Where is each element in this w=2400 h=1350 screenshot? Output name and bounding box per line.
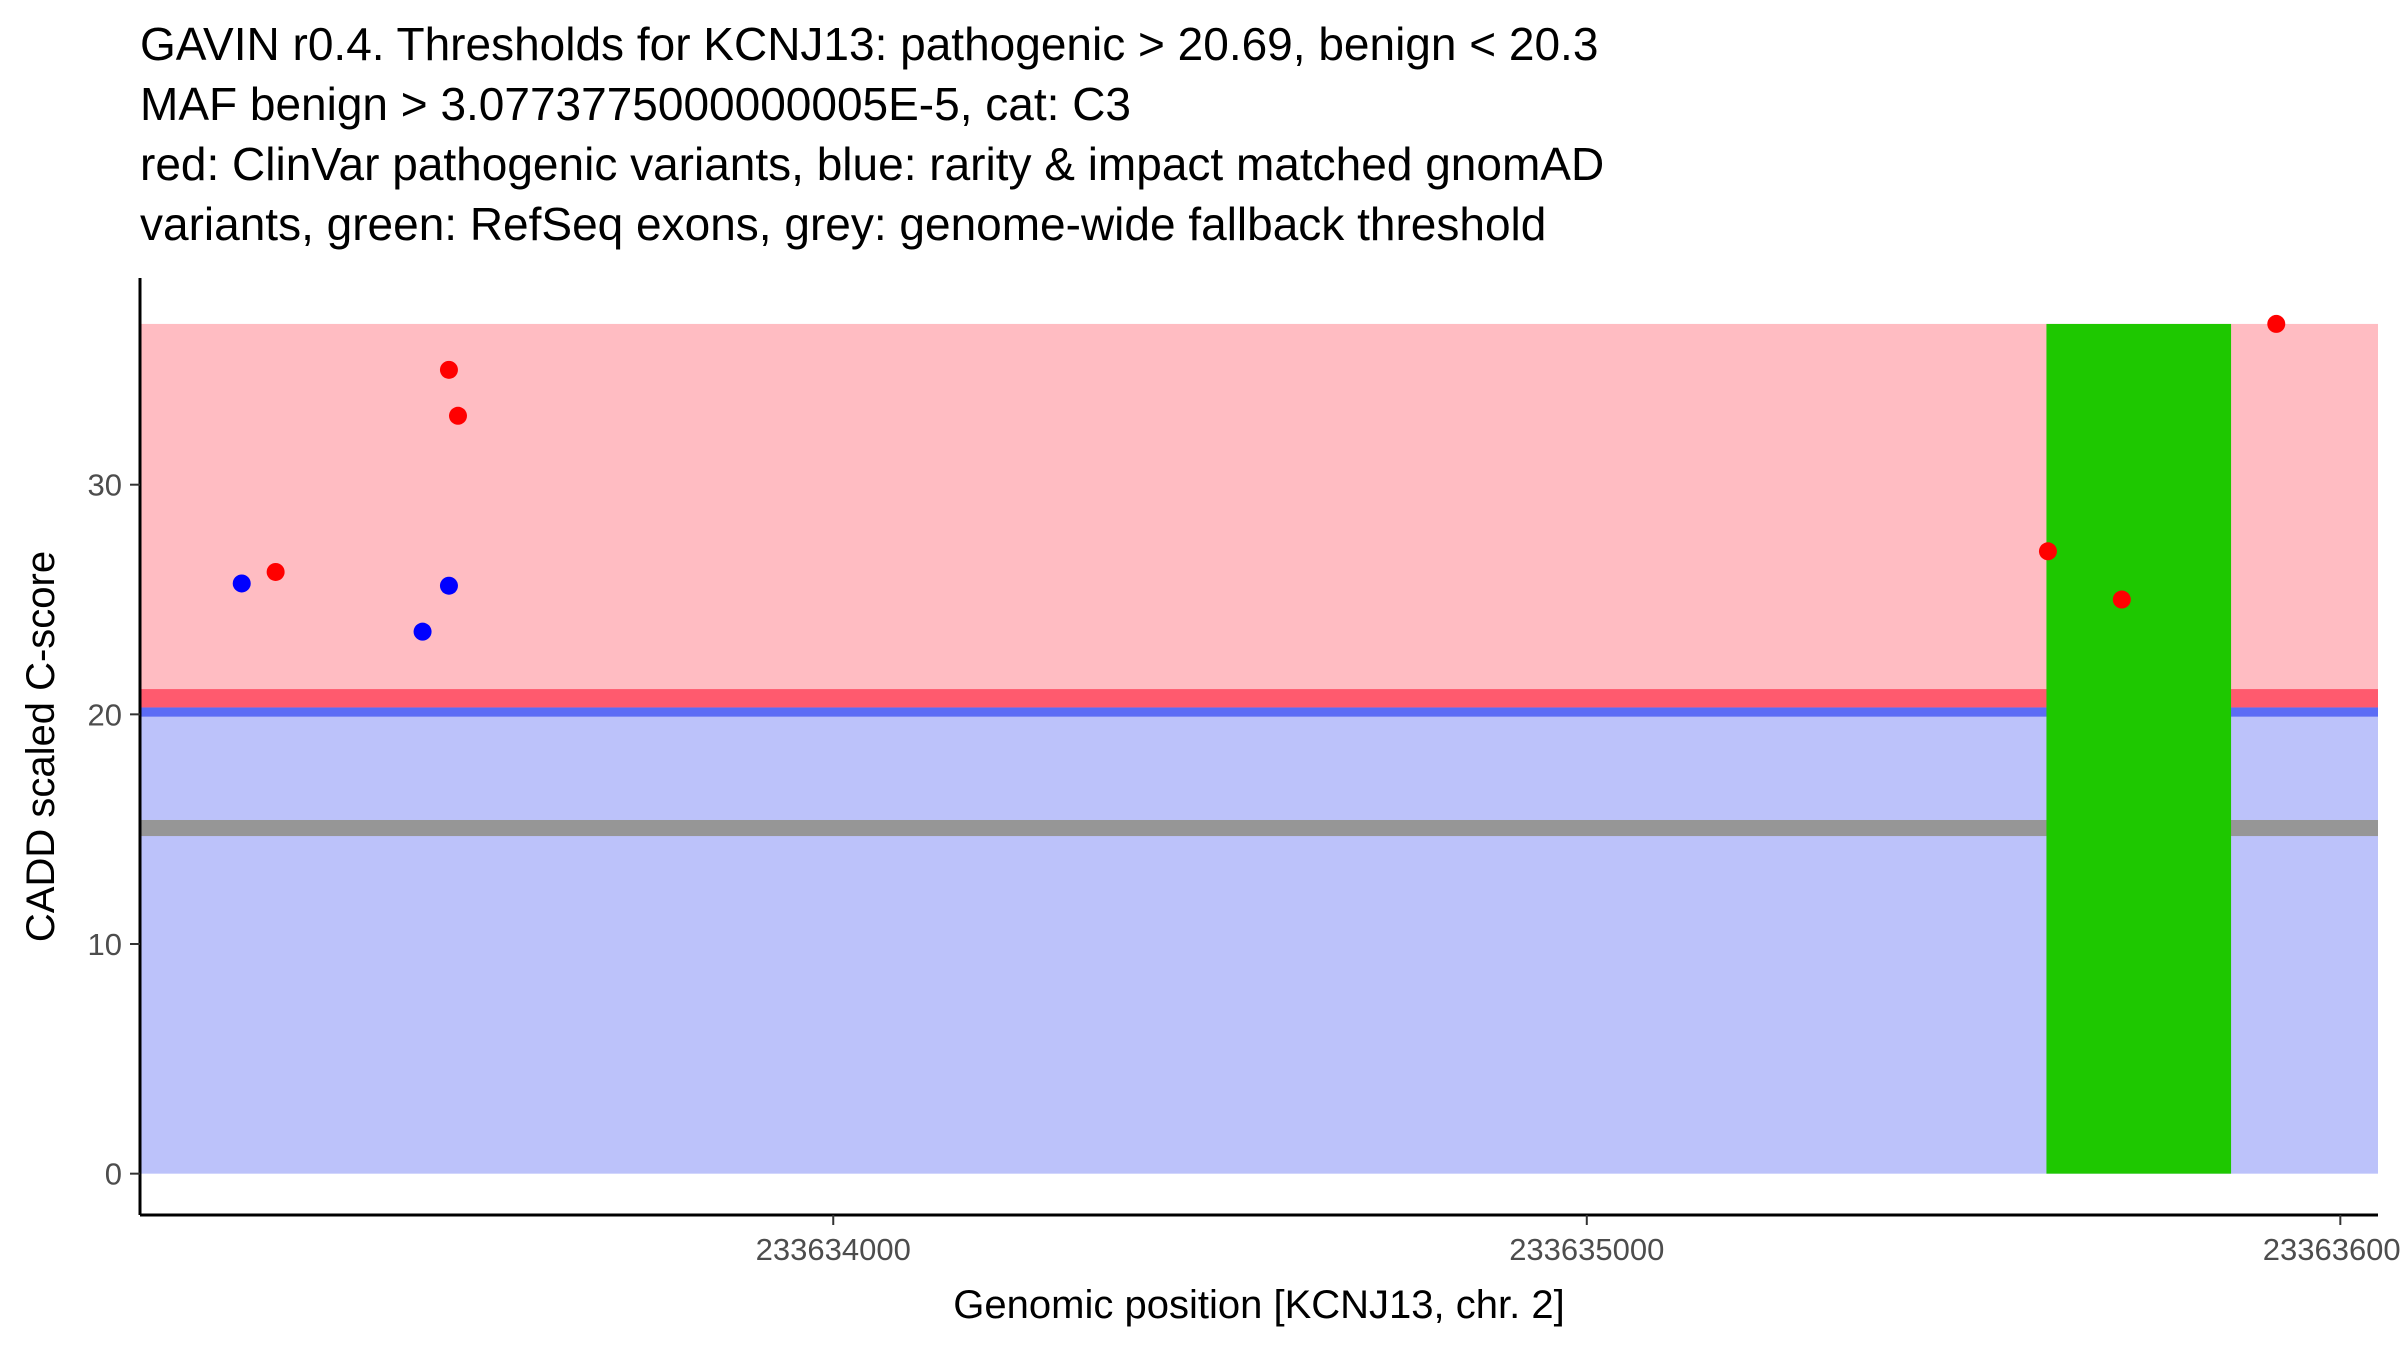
chart-title-line-3: red: ClinVar pathogenic variants, blue: … (140, 138, 1605, 190)
y-tick-label-20: 20 (88, 697, 122, 732)
pathogenic-zone (140, 323, 2378, 699)
clinvar-point-5 (2112, 590, 2131, 609)
benign-threshold-band (140, 707, 2378, 717)
clinvar-point-2 (439, 360, 458, 379)
y-tick-label-10: 10 (88, 927, 122, 962)
x-tick-label-2: 233635000 (1509, 1232, 1664, 1267)
y-tick-label-30: 30 (88, 468, 122, 503)
gnomad-point-2 (413, 622, 432, 641)
x-axis-title: Genomic position [KCNJ13, chr. 2] (953, 1283, 1564, 1327)
pathogenic-threshold-band (140, 689, 2378, 708)
clinvar-point-6 (2267, 314, 2286, 333)
chart-title-line-1: GAVIN r0.4. Thresholds for KCNJ13: patho… (140, 18, 1599, 70)
y-axis-title: CADD scaled C-score (19, 551, 63, 942)
clinvar-point-3 (448, 406, 467, 425)
x-axis-ticks: 233634000 233635000 233636000 (756, 1215, 2400, 1267)
clinvar-point-4 (2038, 542, 2057, 561)
y-axis-ticks: 0 10 20 30 (88, 468, 140, 1192)
chart-title-line-4: variants, green: RefSeq exons, grey: gen… (140, 198, 1547, 250)
gnomad-point-1 (232, 574, 251, 593)
fallback-threshold-band (140, 819, 2378, 837)
exon-regions (2046, 323, 2232, 1174)
chart-title: GAVIN r0.4. Thresholds for KCNJ13: patho… (140, 14, 2340, 254)
x-tick-label-3: 233636000 (2263, 1232, 2400, 1267)
axes (138, 278, 2378, 1217)
y-tick-label-0: 0 (105, 1157, 122, 1192)
x-tick-label-1: 233634000 (756, 1232, 911, 1267)
gnomad-point-3 (439, 576, 458, 595)
data-points (232, 314, 2286, 641)
threshold-regions (140, 323, 2378, 1174)
exon-region-1 (2046, 323, 2232, 1174)
chart-title-line-2: MAF benign > 3.0773775000000005E-5, cat:… (140, 78, 1131, 130)
clinvar-point-1 (266, 562, 285, 581)
benign-zone (140, 707, 2378, 1174)
